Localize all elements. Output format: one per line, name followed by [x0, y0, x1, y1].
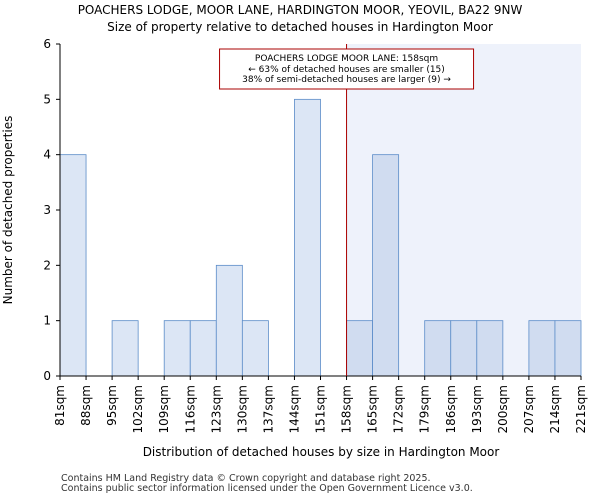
bar-130sqm	[241, 320, 269, 377]
y-axis-label: Number of detached properties	[1, 116, 15, 305]
x-tick-label-158sqm: 158sqm	[340, 385, 354, 433]
bar-158sqm	[346, 320, 373, 377]
bar-165sqm	[372, 154, 400, 377]
x-tick-label-193sqm: 193sqm	[470, 385, 484, 433]
bar-81sqm	[59, 154, 87, 377]
x-tick-label-165sqm: 165sqm	[366, 385, 380, 433]
y-tick-label: 4	[43, 148, 51, 162]
y-tick-label: 0	[43, 369, 51, 383]
y-ticks: 0 1 2 3 4 5 6	[43, 37, 60, 383]
bar-116sqm	[189, 320, 217, 377]
x-tick-label-186sqm: 186sqm	[444, 385, 458, 433]
bar-214sqm	[554, 320, 582, 377]
y-tick-label: 2	[43, 258, 51, 272]
x-axis-label: Distribution of detached houses by size …	[143, 445, 500, 459]
bars-group	[59, 98, 582, 377]
x-tick-label-221sqm: 221sqm	[574, 385, 588, 433]
x-tick-label-200sqm: 200sqm	[496, 385, 510, 433]
bar-207sqm	[528, 320, 556, 377]
x-ticks: 81sqm 88sqm 95sqm 102sqm 109sqm 116sqm 123sqm 1…	[53, 376, 588, 433]
x-tick-label-116sqm: 116sqm	[183, 385, 197, 433]
y-tick-label: 1	[43, 314, 51, 328]
annotation-line-2: ← 63% of detached houses are smaller (15…	[248, 65, 445, 75]
x-tick-label-172sqm: 172sqm	[392, 385, 406, 433]
x-tick-label-207sqm: 207sqm	[522, 385, 536, 433]
chart-subtitle: Size of property relative to detached ho…	[107, 20, 493, 34]
footer-line-1: Contains HM Land Registry data © Crown c…	[61, 473, 431, 484]
bar-144sqm	[294, 98, 321, 377]
bar-179sqm	[424, 320, 452, 377]
x-tick-label-214sqm: 214sqm	[548, 385, 562, 433]
footer-line-2: Contains public sector information licen…	[61, 483, 473, 494]
x-tick-label-109sqm: 109sqm	[157, 385, 171, 433]
x-tick-label-130sqm: 130sqm	[235, 385, 249, 433]
y-tick-label: 6	[43, 37, 51, 51]
bar-95sqm	[111, 320, 139, 377]
x-tick-label-137sqm: 137sqm	[261, 385, 275, 433]
annotation-box: POACHERS LODGE MOOR LANE: 158sqm ← 63% o…	[219, 48, 475, 90]
chart-title: POACHERS LODGE, MOOR LANE, HARDINGTON MO…	[78, 3, 523, 17]
bar-123sqm	[215, 264, 243, 377]
x-tick-label-81sqm: 81sqm	[53, 385, 67, 426]
bar-109sqm	[163, 320, 191, 377]
x-tick-label-102sqm: 102sqm	[131, 385, 145, 433]
annotation-line-3: 38% of semi-detached houses are larger (…	[242, 75, 451, 85]
x-tick-label-123sqm: 123sqm	[209, 385, 223, 433]
x-tick-label-151sqm: 151sqm	[314, 385, 328, 433]
x-tick-label-179sqm: 179sqm	[418, 385, 432, 433]
x-tick-label-95sqm: 95sqm	[105, 385, 119, 426]
bar-193sqm	[476, 320, 504, 377]
y-tick-label: 5	[43, 92, 51, 106]
bar-186sqm	[450, 320, 478, 377]
annotation-line-1: POACHERS LODGE MOOR LANE: 158sqm	[255, 54, 438, 64]
x-tick-label-88sqm: 88sqm	[79, 385, 93, 426]
x-tick-label-144sqm: 144sqm	[287, 385, 301, 433]
annotation-border	[219, 48, 475, 90]
y-tick-label: 3	[43, 203, 51, 217]
